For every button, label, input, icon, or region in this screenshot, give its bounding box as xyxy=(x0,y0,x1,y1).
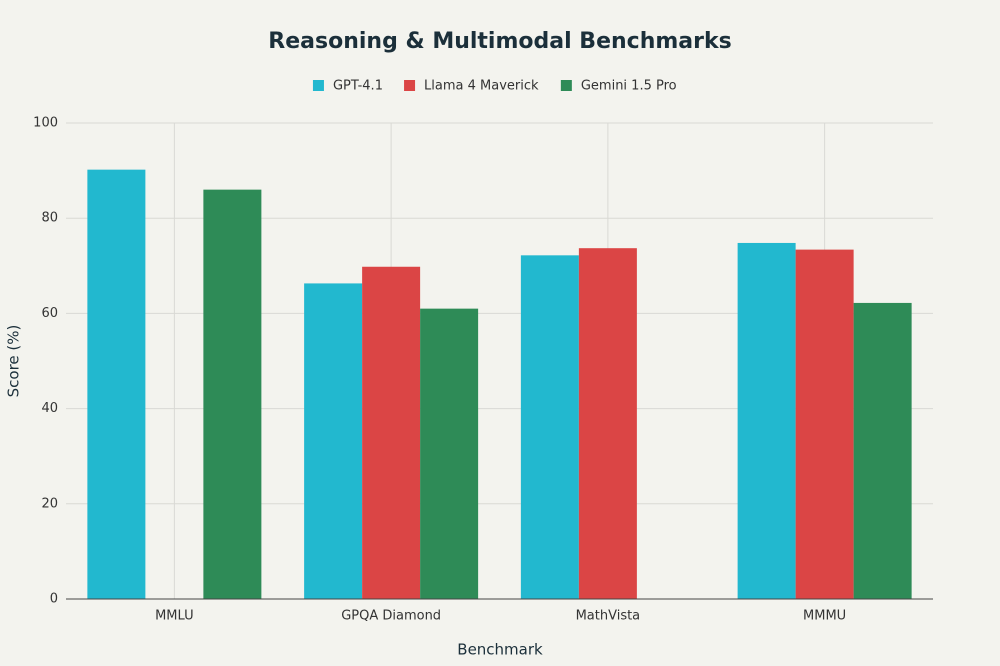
bar xyxy=(853,302,912,599)
x-tick-label: MMMU xyxy=(803,609,846,624)
bar xyxy=(795,249,854,599)
y-tick-label: 80 xyxy=(41,211,58,226)
y-axis-title: Score (%) xyxy=(5,325,23,398)
chart-title: Reasoning & Multimodal Benchmarks xyxy=(268,29,731,54)
bar xyxy=(362,266,421,599)
bar xyxy=(420,308,479,599)
legend-swatch xyxy=(404,80,416,91)
legend-swatch xyxy=(560,80,572,91)
x-tick-label: MMLU xyxy=(155,609,194,624)
bar xyxy=(87,169,146,599)
x-tick-label: GPQA Diamond xyxy=(341,609,441,624)
x-axis-title: Benchmark xyxy=(457,641,543,659)
bar xyxy=(520,255,579,599)
legend-label: GPT-4.1 xyxy=(333,79,383,94)
y-tick-label: 20 xyxy=(41,496,58,511)
bar xyxy=(203,189,262,599)
bar xyxy=(578,248,637,600)
y-tick-label: 100 xyxy=(33,116,58,131)
legend-label: Llama 4 Maverick xyxy=(424,79,539,94)
bar xyxy=(737,242,796,599)
legend-label: Gemini 1.5 Pro xyxy=(581,79,677,94)
y-tick-label: 60 xyxy=(41,306,58,321)
y-tick-label: 40 xyxy=(41,401,58,416)
legend-swatch xyxy=(312,80,324,91)
bar xyxy=(304,283,363,599)
y-tick-label: 0 xyxy=(50,592,58,607)
x-tick-label: MathVista xyxy=(576,609,641,624)
